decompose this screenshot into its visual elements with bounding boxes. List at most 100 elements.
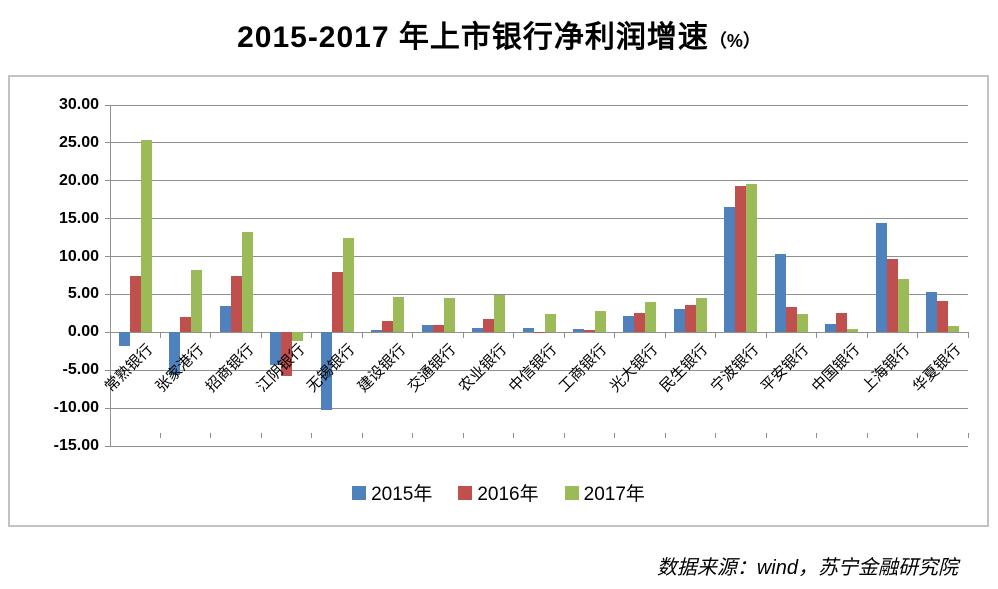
bar-s0-c16 — [926, 292, 938, 333]
x-axis-tick-bottom — [412, 433, 414, 438]
y-axis-tick — [105, 407, 110, 409]
y-axis-tick — [105, 445, 110, 447]
x-axis-tick — [563, 332, 565, 339]
legend-item-2016: 2016年 — [458, 479, 539, 506]
bar-s2-c1 — [191, 270, 203, 333]
bar-s1-c11 — [684, 305, 696, 333]
x-axis-tick — [866, 332, 868, 339]
bar-s2-c11 — [695, 298, 707, 333]
bar-s2-c12 — [746, 183, 758, 333]
legend-item-2017: 2017年 — [564, 479, 645, 506]
bar-s0-c2 — [219, 305, 231, 333]
x-axis-tick-bottom — [967, 433, 969, 438]
y-axis-tick — [105, 293, 110, 295]
bar-s1-c6 — [432, 324, 444, 333]
bar-s0-c0 — [118, 332, 130, 346]
x-axis-tick-bottom — [563, 433, 565, 438]
bar-s0-c1 — [169, 332, 181, 375]
bar-s1-c2 — [230, 276, 242, 333]
x-axis-tick — [664, 332, 666, 339]
x-axis-tick — [765, 332, 767, 339]
bar-s2-c6 — [443, 298, 455, 333]
x-axis-tick-bottom — [816, 433, 818, 438]
x-axis-tick — [260, 332, 262, 339]
y-axis-tick — [105, 218, 110, 220]
bar-s1-c8 — [533, 331, 545, 333]
bar-s1-c15 — [886, 258, 898, 333]
bar-s1-c7 — [483, 318, 495, 333]
x-axis-tick-bottom — [715, 433, 717, 438]
legend-swatch-2017 — [564, 485, 579, 500]
bar-s2-c8 — [544, 314, 556, 333]
x-axis-tick-bottom — [260, 433, 262, 438]
gridline — [110, 142, 968, 144]
x-axis-tick-bottom — [664, 433, 666, 438]
bar-s0-c6 — [421, 324, 433, 333]
bar-s2-c2 — [241, 231, 253, 333]
y-tick-label: 15.00 — [58, 209, 99, 227]
x-axis-tick — [614, 332, 616, 339]
gridline — [110, 407, 968, 409]
bar-s1-c14 — [836, 313, 848, 333]
bar-s1-c1 — [180, 317, 192, 333]
legend-swatch-2016 — [458, 485, 473, 500]
x-axis-tick-bottom — [866, 433, 868, 438]
chart-frame: 30.00 25.00 20.00 15.00 10.00 5.00 0.00 -5.00 -1… — [8, 75, 989, 527]
gridline — [110, 180, 968, 182]
bar-s2-c4 — [342, 238, 354, 333]
x-axis-tick — [967, 332, 969, 339]
bar-s2-c9 — [594, 311, 606, 333]
chart-title-text: 2015-2017 年上市银行净利润增速 — [237, 21, 709, 54]
y-tick-label: 30.00 — [58, 96, 99, 113]
bar-s0-c5 — [371, 330, 383, 333]
x-axis-tick — [513, 332, 515, 339]
bar-s0-c8 — [522, 327, 534, 333]
x-axis-tick-bottom — [765, 433, 767, 438]
x-axis-tick — [816, 332, 818, 339]
bar-s1-c12 — [735, 186, 747, 333]
legend-label-2015: 2015年 — [371, 484, 433, 505]
y-tick-label: 0.00 — [67, 323, 99, 341]
bar-s2-c16 — [948, 325, 960, 333]
bar-s0-c10 — [623, 315, 635, 333]
y-tick-label: -15.00 — [53, 437, 99, 454]
y-axis-tick — [105, 256, 110, 258]
legend-label-2017: 2017年 — [583, 484, 645, 505]
gridline — [110, 256, 968, 258]
gridline — [110, 445, 968, 447]
legend-label-2016: 2016年 — [477, 484, 539, 505]
y-tick-label: 20.00 — [58, 171, 99, 189]
x-axis-tick-bottom — [109, 433, 111, 438]
gridline — [110, 293, 968, 295]
bar-s2-c14 — [847, 329, 859, 333]
legend: 2015年 2016年 2017年 — [10, 479, 987, 506]
y-axis-tick — [105, 104, 110, 106]
chart-title: 2015-2017 年上市银行净利润增速（%） — [0, 12, 998, 56]
gridline — [110, 218, 968, 220]
bar-s1-c0 — [129, 276, 141, 333]
bar-s0-c11 — [673, 308, 685, 333]
x-axis-tick-bottom — [614, 433, 616, 438]
x-axis-tick-bottom — [513, 433, 515, 438]
y-axis-line — [110, 105, 111, 446]
x-axis-tick — [361, 332, 363, 339]
x-axis-tick — [715, 332, 717, 339]
x-axis-tick — [109, 332, 111, 339]
bar-s1-c13 — [785, 307, 797, 333]
bar-s2-c10 — [645, 302, 657, 333]
gridline — [110, 331, 968, 333]
y-tick-label: 5.00 — [67, 285, 99, 303]
bar-s0-c3 — [270, 332, 282, 365]
bar-s0-c4 — [320, 332, 332, 410]
x-axis-tick-bottom — [210, 433, 212, 438]
y-tick-label: 10.00 — [58, 247, 99, 265]
bar-s1-c4 — [331, 272, 343, 333]
bar-s1-c10 — [634, 313, 646, 333]
bar-s0-c9 — [572, 328, 584, 333]
x-axis-tick-bottom — [462, 433, 464, 438]
legend-item-2015: 2015年 — [352, 479, 432, 506]
gridline — [110, 369, 968, 371]
bar-s2-c13 — [796, 314, 808, 333]
chart-title-unit: （%） — [708, 31, 761, 51]
